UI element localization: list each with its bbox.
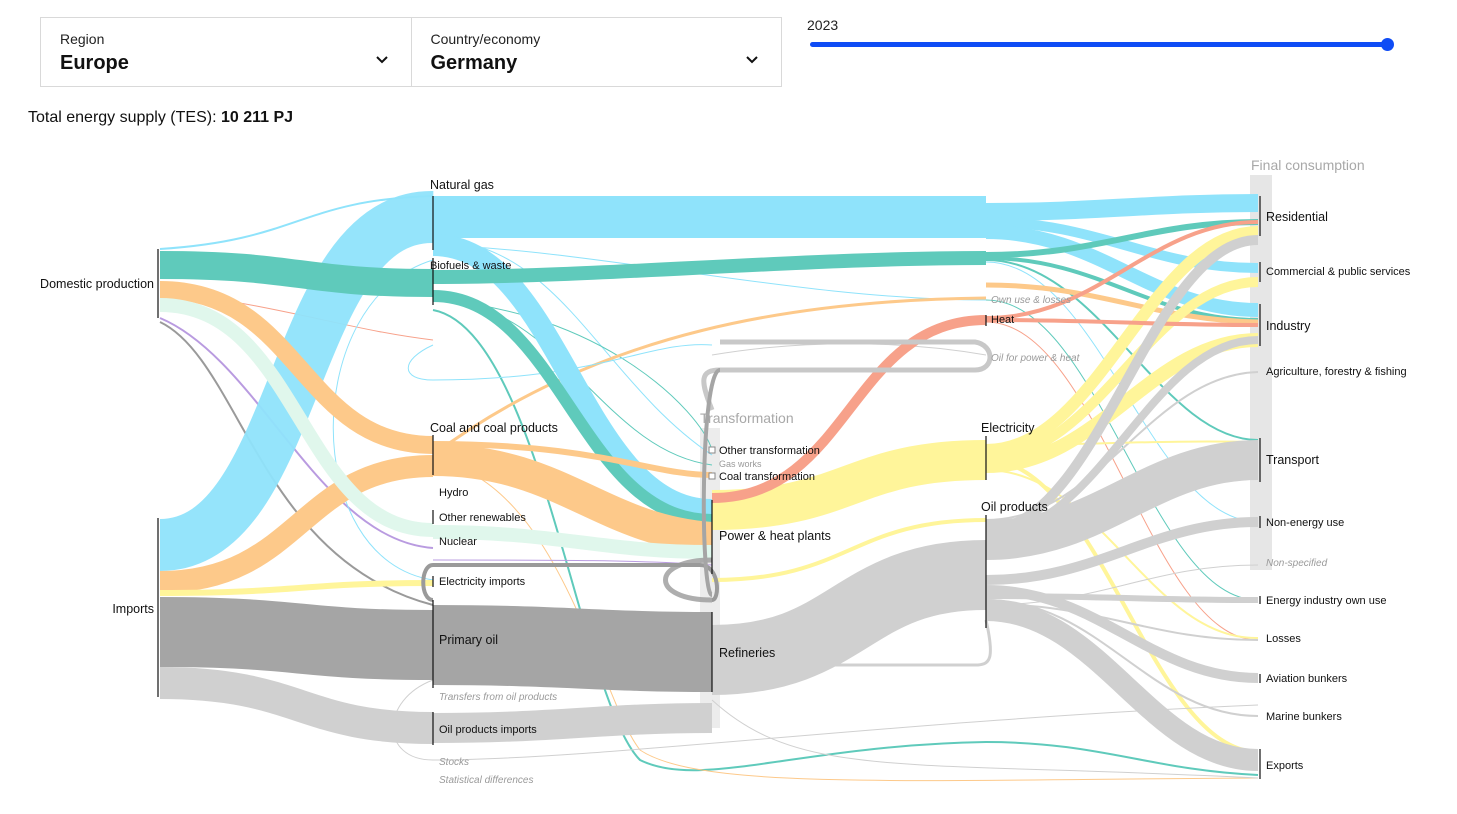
label-nuclear: Nuclear — [439, 536, 477, 548]
label-energy-industry-own-use: Energy industry own use — [1266, 595, 1386, 607]
tes-value: 10 211 PJ — [220, 109, 294, 126]
label-aviation-bunkers: Aviation bunkers — [1266, 673, 1348, 685]
label-own-use-losses: Own use & losses — [991, 295, 1071, 306]
main-flows — [157, 190, 1259, 771]
slider-track — [810, 42, 1388, 47]
tes-label: Total energy supply (TES): — [28, 109, 217, 126]
label-other-renewables: Other renewables — [439, 512, 526, 524]
label-oil-products-imports: Oil products imports — [439, 724, 537, 736]
region-value: Europe — [60, 52, 129, 74]
chevron-down-icon — [746, 56, 758, 64]
label-primary-oil: Primary oil — [439, 633, 498, 647]
transformation-header: Transformation — [700, 410, 794, 426]
label-residential: Residential — [1266, 210, 1328, 224]
transformation-boxes — [708, 446, 716, 480]
label-domestic-production: Domestic production — [40, 277, 154, 291]
selectors-bar: Region Europe Country/economy Germany — [40, 17, 782, 87]
label-transport: Transport — [1266, 453, 1320, 467]
slider-thumb[interactable] — [1381, 38, 1394, 51]
label-natural-gas: Natural gas — [430, 178, 494, 192]
label-oil-products: Oil products — [981, 500, 1048, 514]
box-coal-transformation[interactable] — [708, 472, 716, 480]
label-stocks: Stocks — [439, 757, 469, 768]
label-losses: Losses — [1266, 633, 1301, 645]
label-transfers: Transfers from oil products — [439, 692, 557, 703]
label-non-specified: Non-specified — [1266, 558, 1328, 569]
final-consumption-header: Final consumption — [1251, 157, 1365, 173]
label-biofuels: Biofuels & waste — [430, 260, 511, 272]
label-marine-bunkers: Marine bunkers — [1266, 711, 1342, 723]
label-non-energy-use: Non-energy use — [1266, 517, 1344, 529]
label-heat: Heat — [991, 314, 1014, 326]
region-label: Region — [60, 31, 105, 47]
year-slider[interactable] — [810, 38, 1394, 52]
label-statistical-differences: Statistical differences — [439, 775, 534, 786]
label-other-transformation: Other transformation — [719, 445, 820, 457]
label-agriculture: Agriculture, forestry & fishing — [1266, 366, 1407, 378]
label-oil-for-power-heat: Oil for power & heat — [991, 353, 1081, 364]
region-dropdown[interactable]: Region Europe — [41, 18, 411, 86]
label-hydro: Hydro — [439, 487, 468, 499]
label-imports: Imports — [112, 602, 154, 616]
label-electricity: Electricity — [981, 421, 1035, 435]
label-coal: Coal and coal products — [430, 421, 558, 435]
node-bars — [157, 196, 1261, 779]
box-other-transformation[interactable] — [708, 446, 716, 454]
year-label: 2023 — [807, 17, 839, 33]
label-refineries: Refineries — [719, 646, 775, 660]
country-value: Germany — [430, 52, 518, 74]
chevron-down-icon — [375, 56, 388, 64]
tes-summary: Total energy supply (TES): 10 211 PJ — [28, 109, 293, 127]
label-coal-transformation: Coal transformation — [719, 471, 815, 483]
label-gas-works: Gas works — [719, 459, 762, 469]
label-exports: Exports — [1266, 760, 1304, 772]
label-industry: Industry — [1266, 319, 1311, 333]
label-power-heat-plants: Power & heat plants — [719, 529, 831, 543]
label-electricity-imports: Electricity imports — [439, 576, 526, 588]
label-commercial: Commercial & public services — [1266, 266, 1411, 278]
country-label: Country/economy — [430, 31, 541, 47]
country-dropdown[interactable]: Country/economy Germany — [410, 18, 782, 86]
